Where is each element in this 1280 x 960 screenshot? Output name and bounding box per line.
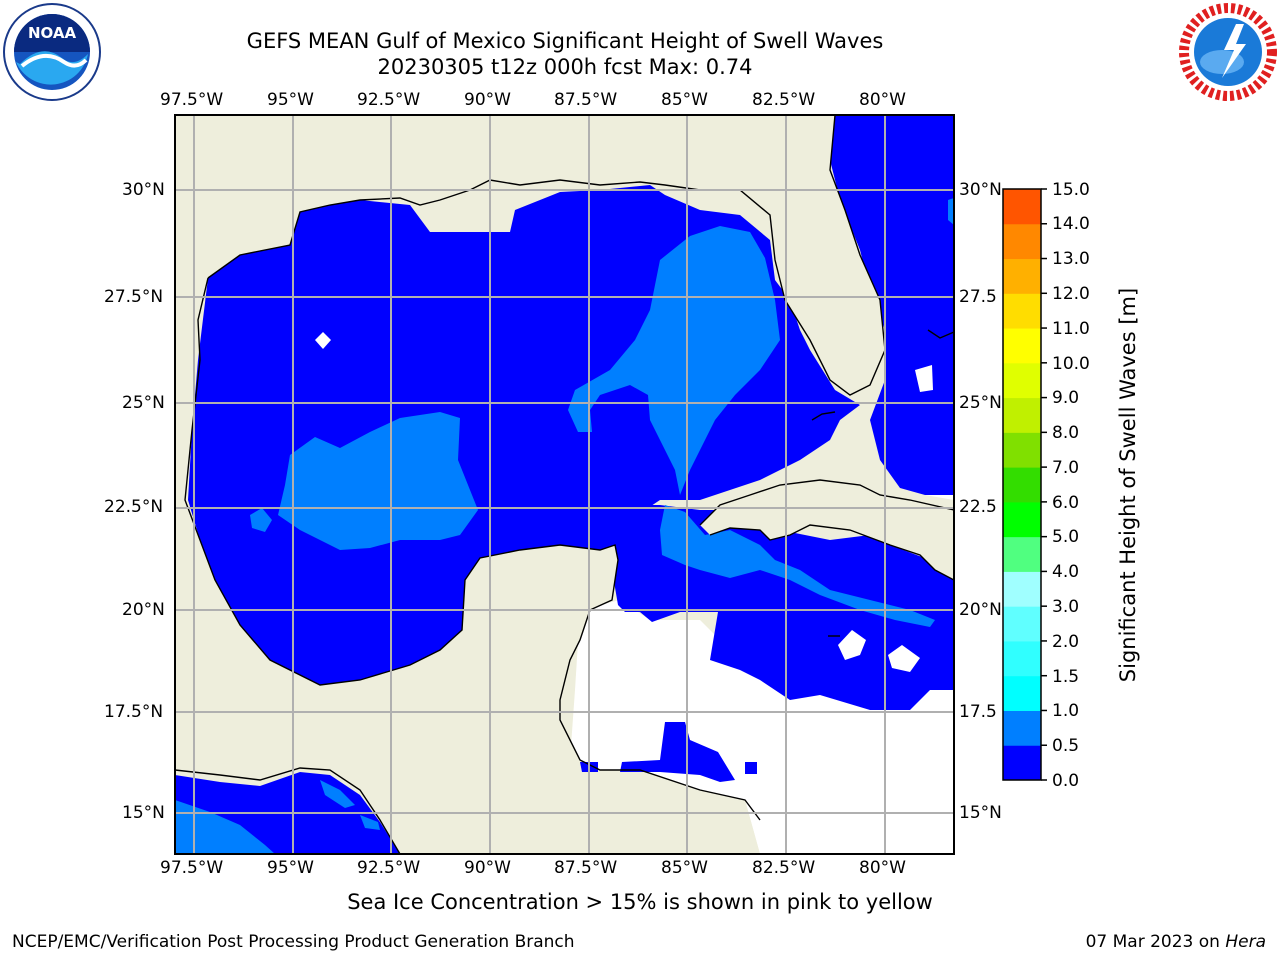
colorbar-tick-label: 9.0 xyxy=(1052,388,1080,408)
colorbar-tick-label: 5.0 xyxy=(1052,527,1080,547)
colorbar-segment xyxy=(1003,432,1041,468)
colorbar-segment xyxy=(1003,328,1041,364)
lon-label-bottom: 85°W xyxy=(661,858,708,878)
lat-label-left: 15°N xyxy=(122,803,165,823)
lon-label-bottom: 82.5°W xyxy=(752,858,816,878)
colorbar-segment xyxy=(1003,675,1041,711)
lat-label-right: 17.5 xyxy=(959,702,997,722)
colorbar-tick-label: 14.0 xyxy=(1052,214,1090,234)
colorbar-tick-label: 4.0 xyxy=(1052,562,1080,582)
colorbar-segment xyxy=(1003,258,1041,294)
lon-label-top: 85°W xyxy=(661,90,708,110)
colorbar-segment xyxy=(1003,571,1041,607)
noaa-logo-icon: NOAA xyxy=(3,3,101,101)
footer-date: 07 Mar 2023 on Hera xyxy=(1086,932,1266,952)
colorbar-tick-label: 12.0 xyxy=(1052,284,1090,304)
lon-label-top: 95°W xyxy=(267,90,314,110)
colorbar-tick-label: 0.5 xyxy=(1052,736,1080,756)
chart-subtitle: 20230305 t12z 000h fcst Max: 0.74 xyxy=(377,55,753,79)
colorbar-tick-label: 15.0 xyxy=(1052,180,1090,200)
footer-date-text: 07 Mar 2023 on xyxy=(1085,932,1226,952)
land-yucatan xyxy=(175,545,760,854)
svg-text:NOAA: NOAA xyxy=(28,24,77,42)
footer-host: Hera xyxy=(1225,932,1266,952)
chart-title: GEFS MEAN Gulf of Mexico Significant Hei… xyxy=(246,29,884,53)
nws-logo-icon xyxy=(1179,3,1277,101)
colorbar-tick-label: 3.0 xyxy=(1052,597,1080,617)
colorbar-segment xyxy=(1003,640,1041,677)
colorbar-tick-label: 8.0 xyxy=(1052,423,1080,443)
colorbar-frame xyxy=(1002,188,1042,781)
colorbar-segment xyxy=(1003,536,1041,572)
footer-credit: NCEP/EMC/Verification Post Processing Pr… xyxy=(12,932,575,952)
swell-dark-atlantic xyxy=(830,115,954,495)
colorbar-segment xyxy=(1003,223,1041,260)
colorbar-tick-label: 1.5 xyxy=(1052,667,1080,687)
colorbar-segment xyxy=(1003,710,1041,746)
colorbar-segment xyxy=(1003,397,1041,433)
lon-label-top: 92.5°W xyxy=(357,90,421,110)
lat-label-right: 22.5 xyxy=(959,497,997,517)
graticule xyxy=(175,115,954,854)
lat-label-right: 27.5 xyxy=(959,287,997,307)
colorbar-segment xyxy=(1003,362,1041,399)
lat-label-right: 20°N xyxy=(959,600,1002,620)
colorbar-segment xyxy=(1003,467,1041,503)
colorbar-tick-label: 7.0 xyxy=(1052,458,1080,478)
lat-label-right: 15°N xyxy=(959,803,1002,823)
lon-label-top: 80°W xyxy=(859,90,906,110)
map-frame xyxy=(174,114,955,855)
lat-label-left: 30°N xyxy=(122,180,165,200)
colorbar-tick-label: 10.0 xyxy=(1052,354,1090,374)
ice-note: Sea Ice Concentration > 15% is shown in … xyxy=(347,890,933,914)
lat-label-left: 25°N xyxy=(122,393,165,413)
colorbar-title: Significant Height of Swell Waves [m] xyxy=(1116,287,1140,683)
lon-label-bottom: 95°W xyxy=(267,858,314,878)
lon-label-bottom: 97.5°W xyxy=(160,858,224,878)
colorbar xyxy=(1003,189,1041,781)
lon-label-top: 90°W xyxy=(464,90,511,110)
colorbar-segment xyxy=(1003,189,1041,225)
land-cuba xyxy=(700,480,954,580)
lon-label-top: 97.5°W xyxy=(160,90,224,110)
colorbar-segment xyxy=(1003,501,1041,538)
swell-light-east xyxy=(568,226,780,495)
lat-label-right: 25°N xyxy=(959,393,1002,413)
swell-light-west xyxy=(278,412,478,550)
lon-label-bottom: 87.5°W xyxy=(554,858,618,878)
lat-label-left: 27.5°N xyxy=(104,287,164,307)
colorbar-segment xyxy=(1003,606,1041,642)
colorbar-tick-label: 1.0 xyxy=(1052,701,1080,721)
lat-label-left: 20°N xyxy=(122,600,165,620)
lat-label-right: 30°N xyxy=(959,180,1002,200)
lon-label-bottom: 90°W xyxy=(464,858,511,878)
swell-light-caribbean xyxy=(660,505,935,627)
lon-label-bottom: 92.5°W xyxy=(357,858,421,878)
lat-label-left: 22.5°N xyxy=(104,497,164,517)
lon-label-top: 87.5°W xyxy=(554,90,618,110)
colorbar-segment xyxy=(1003,293,1041,329)
lon-label-bottom: 80°W xyxy=(859,858,906,878)
swell-honduras xyxy=(620,722,735,782)
colorbar-segment xyxy=(1003,745,1041,781)
colorbar-tick-label: 6.0 xyxy=(1052,493,1080,513)
colorbar-tick-label: 13.0 xyxy=(1052,249,1090,269)
lon-label-top: 82.5°W xyxy=(752,90,816,110)
colorbar-tick-label: 0.0 xyxy=(1052,771,1080,791)
lat-label-left: 17.5°N xyxy=(104,702,164,722)
colorbar-tick-label: 2.0 xyxy=(1052,632,1080,652)
colorbar-tick-label: 11.0 xyxy=(1052,319,1090,339)
